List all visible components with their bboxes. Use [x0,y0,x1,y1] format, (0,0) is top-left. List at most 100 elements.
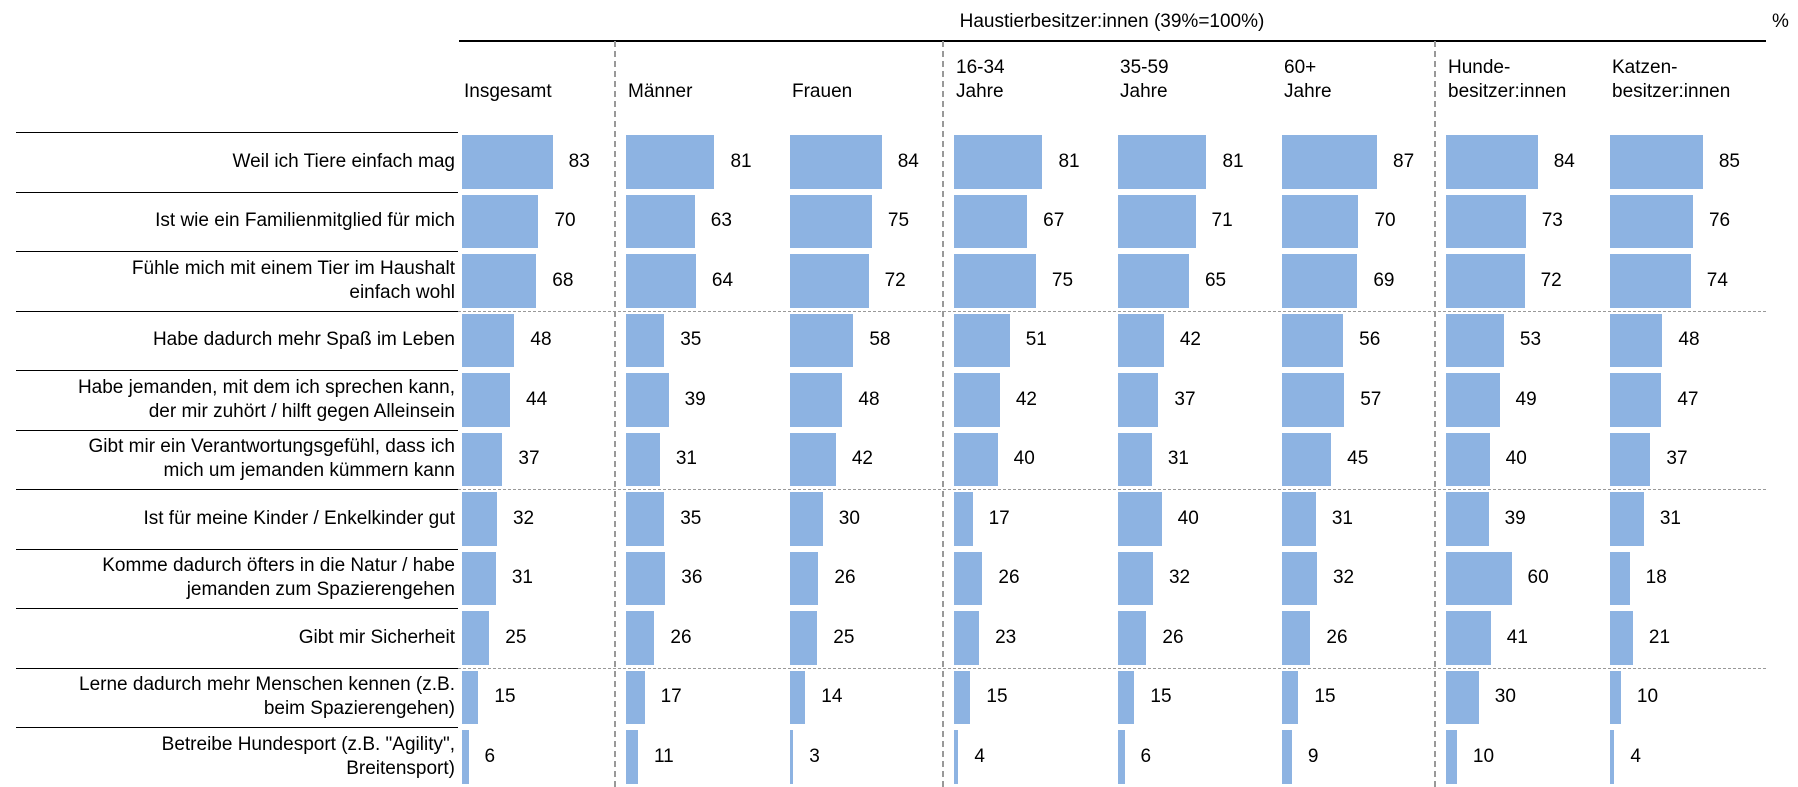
value-label: 31 [1167,448,1189,470]
value-label: 65 [1204,269,1227,291]
row-line [16,727,458,728]
bar [462,551,496,605]
value-label: 74 [1706,269,1728,291]
value-label: 35 [680,329,702,351]
bar [954,611,980,665]
bar [462,373,511,427]
column-header: 60+ Jahre [1284,57,1332,102]
bar [462,670,479,724]
bar [626,492,665,546]
value-label: 26 [834,567,856,589]
value-label: 9 [1307,745,1319,767]
value-label: 70 [1374,210,1396,232]
value-label: 15 [986,686,1008,708]
value-label: 63 [710,210,732,232]
value-label: 15 [1314,686,1336,708]
bar [462,730,469,784]
value-label: 26 [670,626,692,648]
value-label: 32 [1168,567,1191,589]
value-label: 10 [1472,745,1495,767]
chart-title: Haustierbesitzer:innen (39%=100%) [959,11,1265,32]
bar [1282,551,1317,605]
bar [1446,730,1457,784]
bar [1610,313,1663,367]
row-label: Ist für meine Kinder / Enkelkinder gut [143,507,455,529]
row-label: Habe jemanden, mit dem ich sprechen kann… [77,376,455,422]
column-separator [1434,41,1436,787]
bar [954,730,959,784]
value-label: 6 [484,745,496,767]
value-label: 81 [1222,150,1244,172]
value-label: 42 [1015,388,1037,410]
value-label: 11 [654,745,674,767]
value-label: 48 [1678,329,1700,351]
row-separator [458,667,1766,669]
header-line [459,40,1766,42]
value-label: 37 [518,448,540,470]
bar [790,135,882,189]
row-line [16,548,458,550]
bar [1446,432,1490,486]
value-label: 42 [851,448,873,470]
bar [1282,373,1345,427]
bar [1282,730,1292,784]
bar [1446,551,1512,605]
value-label: 70 [554,210,576,232]
value-label: 84 [1553,150,1575,172]
value-label: 21 [1648,626,1671,648]
row-label: Betreibe Hundesport (z.B. "Agility", Bre… [161,733,455,779]
value-label: 40 [1177,507,1199,529]
column-header: 16-34 Jahre [956,57,1005,102]
value-label: 37 [1174,388,1196,410]
bar [1610,670,1621,724]
bar [462,194,539,248]
value-label: 37 [1666,448,1688,470]
value-label: 72 [884,269,906,291]
bar [626,135,715,189]
row-line [16,667,458,669]
row-separator [458,489,1766,490]
bar [954,135,1043,189]
bar [626,611,655,665]
bar [1282,670,1299,724]
value-label: 25 [833,626,855,648]
column-header: Männer [628,81,693,102]
bar [1118,373,1159,427]
value-label: 41 [1506,626,1528,648]
bar [1118,492,1162,546]
value-label: 76 [1708,210,1731,232]
bar [626,730,638,784]
value-label: 48 [858,388,880,410]
value-label: 31 [1331,507,1353,529]
value-label: 14 [821,686,843,708]
value-label: 42 [1179,329,1201,351]
bar [462,135,553,189]
bar [462,432,503,486]
value-label: 15 [1150,686,1172,708]
bar [1610,611,1633,665]
value-label: 15 [494,686,516,708]
value-label: 72 [1540,269,1562,291]
value-label: 31 [1659,507,1681,529]
bar [790,373,843,427]
value-label: 81 [730,150,752,172]
value-label: 75 [887,210,910,232]
bar [1282,611,1311,665]
bar [1118,194,1196,248]
bar [1446,670,1479,724]
bar [790,730,794,784]
bar [626,313,665,367]
bar [1118,670,1135,724]
bar [1610,432,1651,486]
bar [626,254,696,308]
row-line [16,370,458,371]
bar [626,432,660,486]
bar [1610,492,1644,546]
bar [1282,432,1332,486]
value-label: 30 [1494,686,1516,708]
bar [1446,373,1500,427]
bar [1610,551,1630,605]
bar [790,492,823,546]
value-label: 17 [660,686,682,708]
bar [790,611,818,665]
